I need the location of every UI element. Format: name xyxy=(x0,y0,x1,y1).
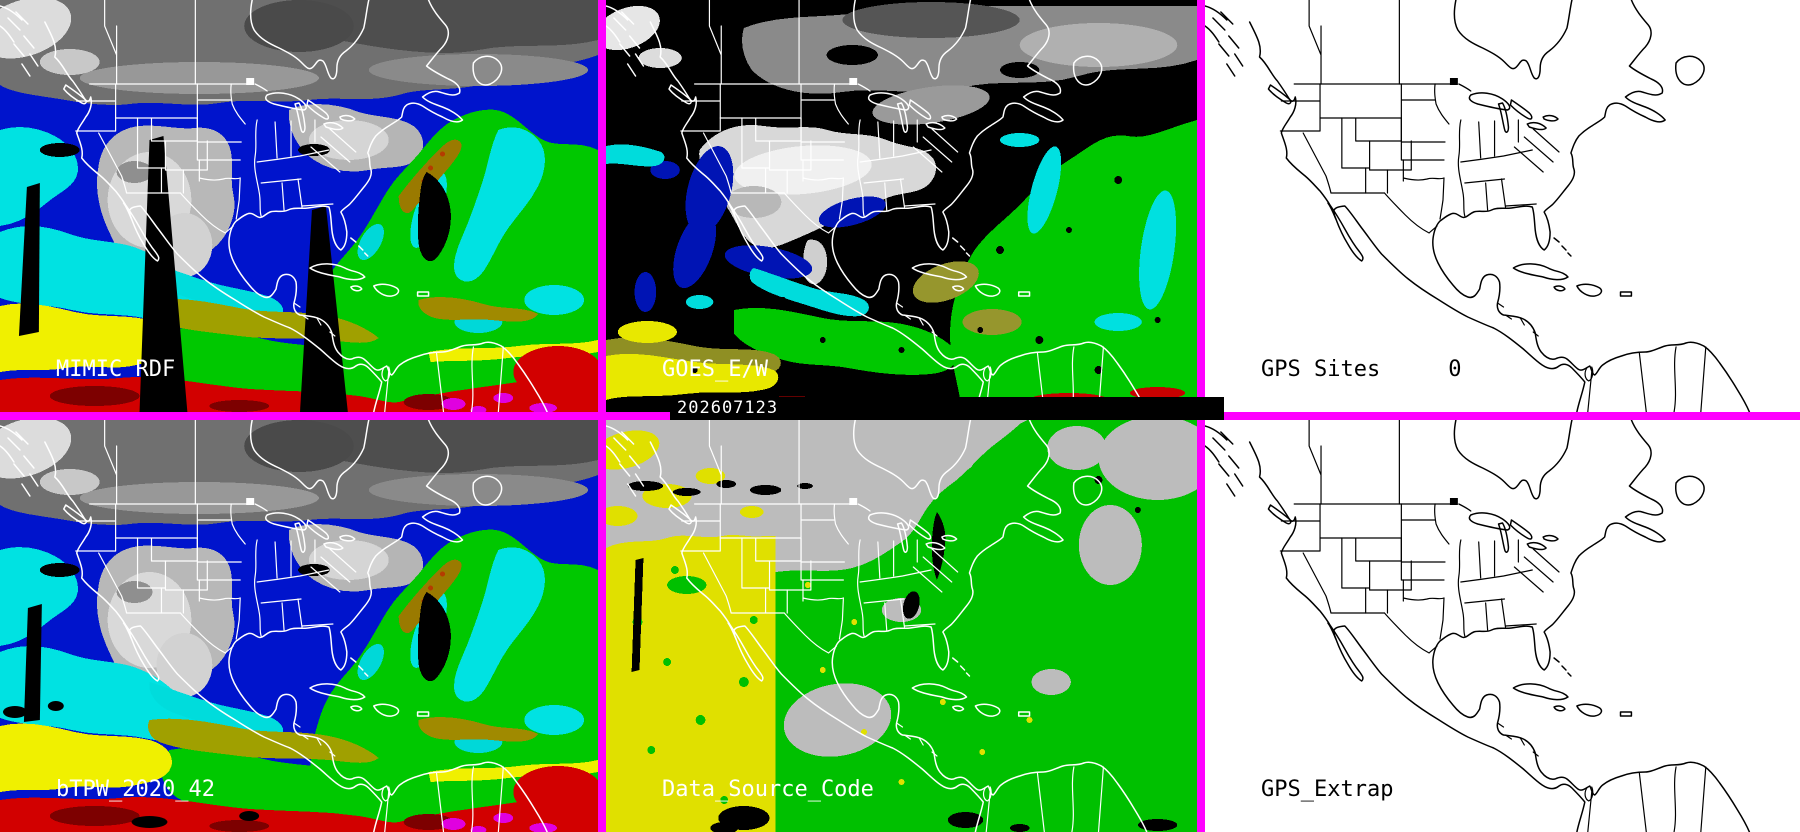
panel-label-gps-sites: GPS Sites 0 xyxy=(1261,358,1461,382)
timestamp-bar: 202607123 xyxy=(670,397,1224,420)
panel-data-source-code: Data_Source_Code xyxy=(606,420,1197,832)
gps-sites-count: 0 xyxy=(1448,357,1462,382)
panel-label-goes-ew: GOES_E/W xyxy=(662,357,768,382)
panel-label-mimic-rdf: MIMIC RDF xyxy=(56,357,176,382)
panel-gps-extrap: GPS_Extrap xyxy=(1205,420,1800,832)
data-source-code-image xyxy=(606,420,1197,832)
gps-sites-basemap xyxy=(1205,0,1800,412)
panel-mimic-rdf: MIMIC RDF xyxy=(0,0,598,412)
panel-btpw-2020-42: bTPW_2020_42 xyxy=(0,420,598,832)
timestamp-text: 202607123 xyxy=(677,398,779,418)
panel-label-btpw: bTPW_2020_42 xyxy=(56,777,215,802)
btpw-image xyxy=(0,420,598,832)
panel-label-gps-extrap: GPS_Extrap xyxy=(1261,777,1394,802)
gps-extrap-basemap xyxy=(1205,420,1800,832)
panel-label-data-source-code: Data_Source_Code xyxy=(662,777,874,802)
gps-sites-label: GPS Sites xyxy=(1261,357,1381,382)
mimic-rdf-image xyxy=(0,0,598,412)
panel-goes-ew: GOES_E/W xyxy=(606,0,1197,412)
panel-gps-sites: GPS Sites 0 xyxy=(1205,0,1800,412)
goes-ew-image xyxy=(606,0,1197,412)
